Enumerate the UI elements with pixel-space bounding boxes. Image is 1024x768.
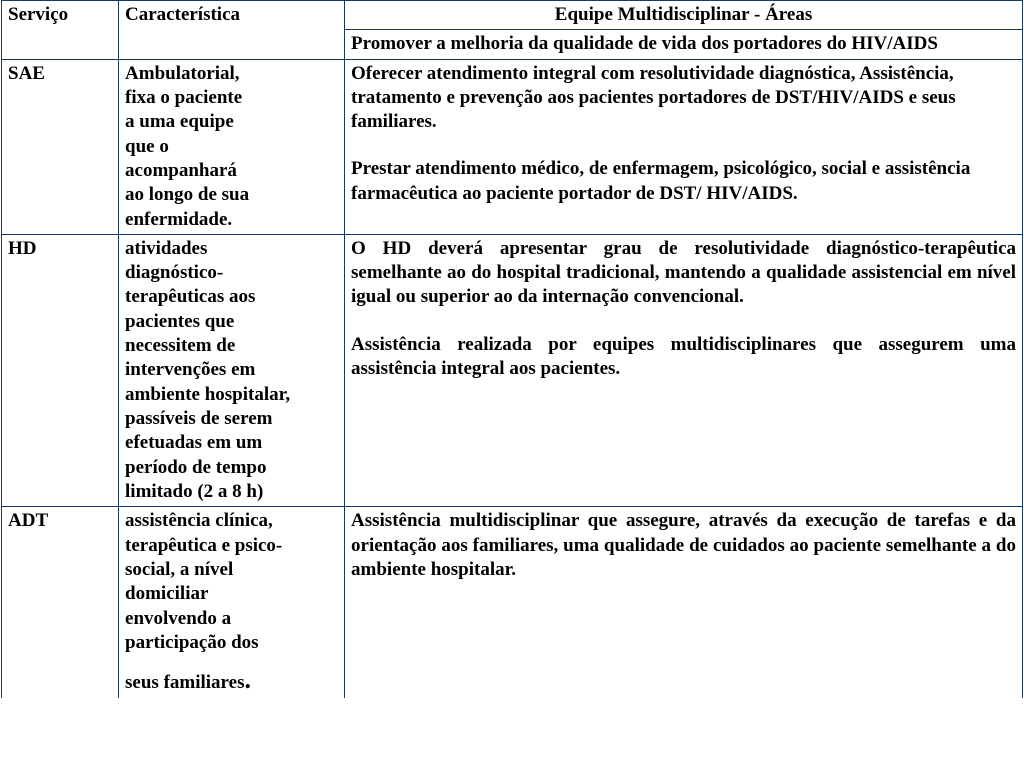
- caract-line: ao longo de sua: [125, 184, 249, 205]
- caract-trailing: seus familiares: [125, 672, 244, 693]
- caract-line: que o: [125, 136, 169, 157]
- caract-line: assistência clínica,: [125, 510, 273, 531]
- col-header-equipe: Equipe Multidisciplinar - Áreas: [345, 1, 1023, 30]
- caract-line: acompanhará: [125, 160, 237, 181]
- cell-equipe: Oferecer atendimento integral com resolu…: [345, 59, 1023, 234]
- caract-line: período de tempo: [125, 457, 266, 478]
- caract-line: necessitem de: [125, 335, 235, 356]
- equipe-paragraph: Oferecer atendimento integral com resolu…: [351, 62, 1016, 135]
- equipe-paragraph: Assistência multidisciplinar que assegur…: [351, 509, 1016, 582]
- equipe-paragraph: Prestar atendimento médico, de enfermage…: [351, 157, 1016, 206]
- caract-line: diagnóstico-: [125, 262, 223, 283]
- small-gap: [125, 655, 338, 663]
- cell-servico: ADT: [2, 507, 119, 698]
- cell-servico: SAE: [2, 59, 119, 234]
- caract-line: passíveis de serem: [125, 408, 272, 429]
- cell-equipe: O HD deverá apresentar grau de resolutiv…: [345, 234, 1023, 506]
- caract-line: terapêuticas aos: [125, 286, 255, 307]
- caract-line: intervenções em: [125, 359, 255, 380]
- table-row: HD atividades diagnóstico- terapêuticas …: [2, 234, 1023, 506]
- cell-servico: HD: [2, 234, 119, 506]
- paragraph-gap: [351, 135, 1016, 158]
- equipe-paragraph: O HD deverá apresentar grau de resolutiv…: [351, 237, 1016, 310]
- caract-trailing-punct: .: [244, 665, 251, 694]
- table-row: SAE Ambulatorial, fixa o paciente a uma …: [2, 59, 1023, 234]
- caract-line: envolvendo a: [125, 608, 231, 629]
- paragraph-gap: [351, 310, 1016, 333]
- caract-line: participação dos: [125, 632, 259, 653]
- col-header-servico: Serviço: [2, 1, 119, 60]
- caract-line: enfermidade.: [125, 209, 232, 230]
- caract-line: limitado (2 a 8 h): [125, 481, 263, 502]
- table-row: ADT assistência clínica, terapêutica e p…: [2, 507, 1023, 698]
- caract-line: Ambulatorial,: [125, 63, 240, 84]
- col-header-equipe-sub: Promover a melhoria da qualidade de vida…: [345, 30, 1023, 59]
- caract-line: a uma equipe: [125, 111, 234, 132]
- cell-equipe: Assistência multidisciplinar que assegur…: [345, 507, 1023, 698]
- caract-line: pacientes que: [125, 311, 234, 332]
- caract-line: ambiente hospitalar,: [125, 384, 290, 405]
- caract-line: social, a nível: [125, 559, 233, 580]
- cell-caracteristica: assistência clínica, terapêutica e psico…: [119, 507, 345, 698]
- caract-line: terapêutica e psico-: [125, 535, 282, 556]
- caract-line: atividades: [125, 238, 207, 259]
- table-header-row: Serviço Característica Equipe Multidisci…: [2, 1, 1023, 30]
- services-table: Serviço Característica Equipe Multidisci…: [1, 0, 1023, 698]
- caract-line: efetuadas em um: [125, 432, 262, 453]
- col-header-caracteristica: Característica: [119, 1, 345, 60]
- caract-line: fixa o paciente: [125, 87, 242, 108]
- cell-caracteristica: Ambulatorial, fixa o paciente a uma equi…: [119, 59, 345, 234]
- paragraph-gap: [351, 206, 1016, 229]
- caract-line: domiciliar: [125, 583, 208, 604]
- equipe-paragraph: Assistência realizada por equipes multid…: [351, 333, 1016, 382]
- cell-caracteristica: atividades diagnóstico- terapêuticas aos…: [119, 234, 345, 506]
